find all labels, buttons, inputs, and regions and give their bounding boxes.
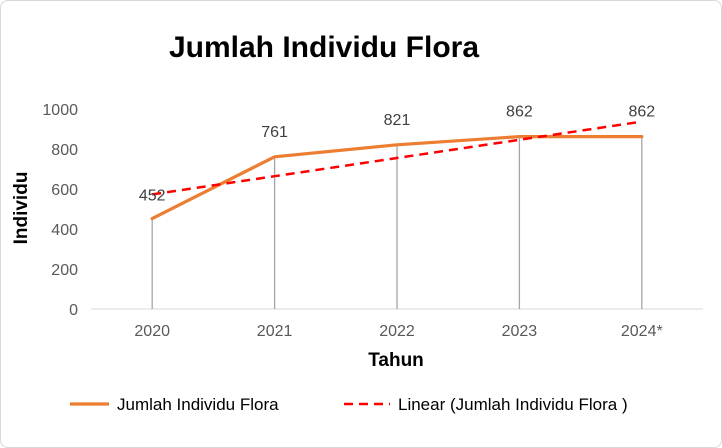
y-tick-label: 1000 [42, 102, 78, 119]
y-tick-label: 600 [51, 182, 78, 199]
data-label: 862 [506, 104, 533, 121]
x-tick-label: 2020 [134, 323, 170, 340]
chart-title: Jumlah Individu Flora [169, 31, 479, 64]
y-tick-label: 200 [51, 262, 78, 279]
x-tick-label: 2021 [257, 323, 293, 340]
plot-area: 0 200 400 600 800 1000 2020 2021 2022 2023 2024* 45… [42, 102, 703, 340]
x-tick-label: 2024* [621, 323, 663, 340]
y-tick-label: 400 [51, 222, 78, 239]
y-tick-label: 0 [69, 302, 78, 319]
legend-label-jumlah-individu-flora: Jumlah Individu Flora [117, 395, 279, 414]
data-label: 862 [628, 104, 655, 121]
legend-label-linear: Linear (Jumlah Individu Flora ) [398, 395, 628, 414]
x-tick-label: 2022 [379, 323, 415, 340]
trendline-linear [152, 120, 642, 196]
data-label: 821 [384, 112, 411, 129]
data-label: 761 [261, 124, 288, 141]
x-tick-label: 2023 [502, 323, 538, 340]
y-tick-label: 800 [51, 142, 78, 159]
y-axis-title: Individu [11, 172, 32, 245]
data-label: 452 [139, 188, 166, 205]
series-line-jumlah-individu-flora [150, 135, 644, 221]
legend: Jumlah Individu Flora Linear (Jumlah Indi… [70, 395, 628, 414]
x-axis-title: Tahun [368, 350, 424, 371]
